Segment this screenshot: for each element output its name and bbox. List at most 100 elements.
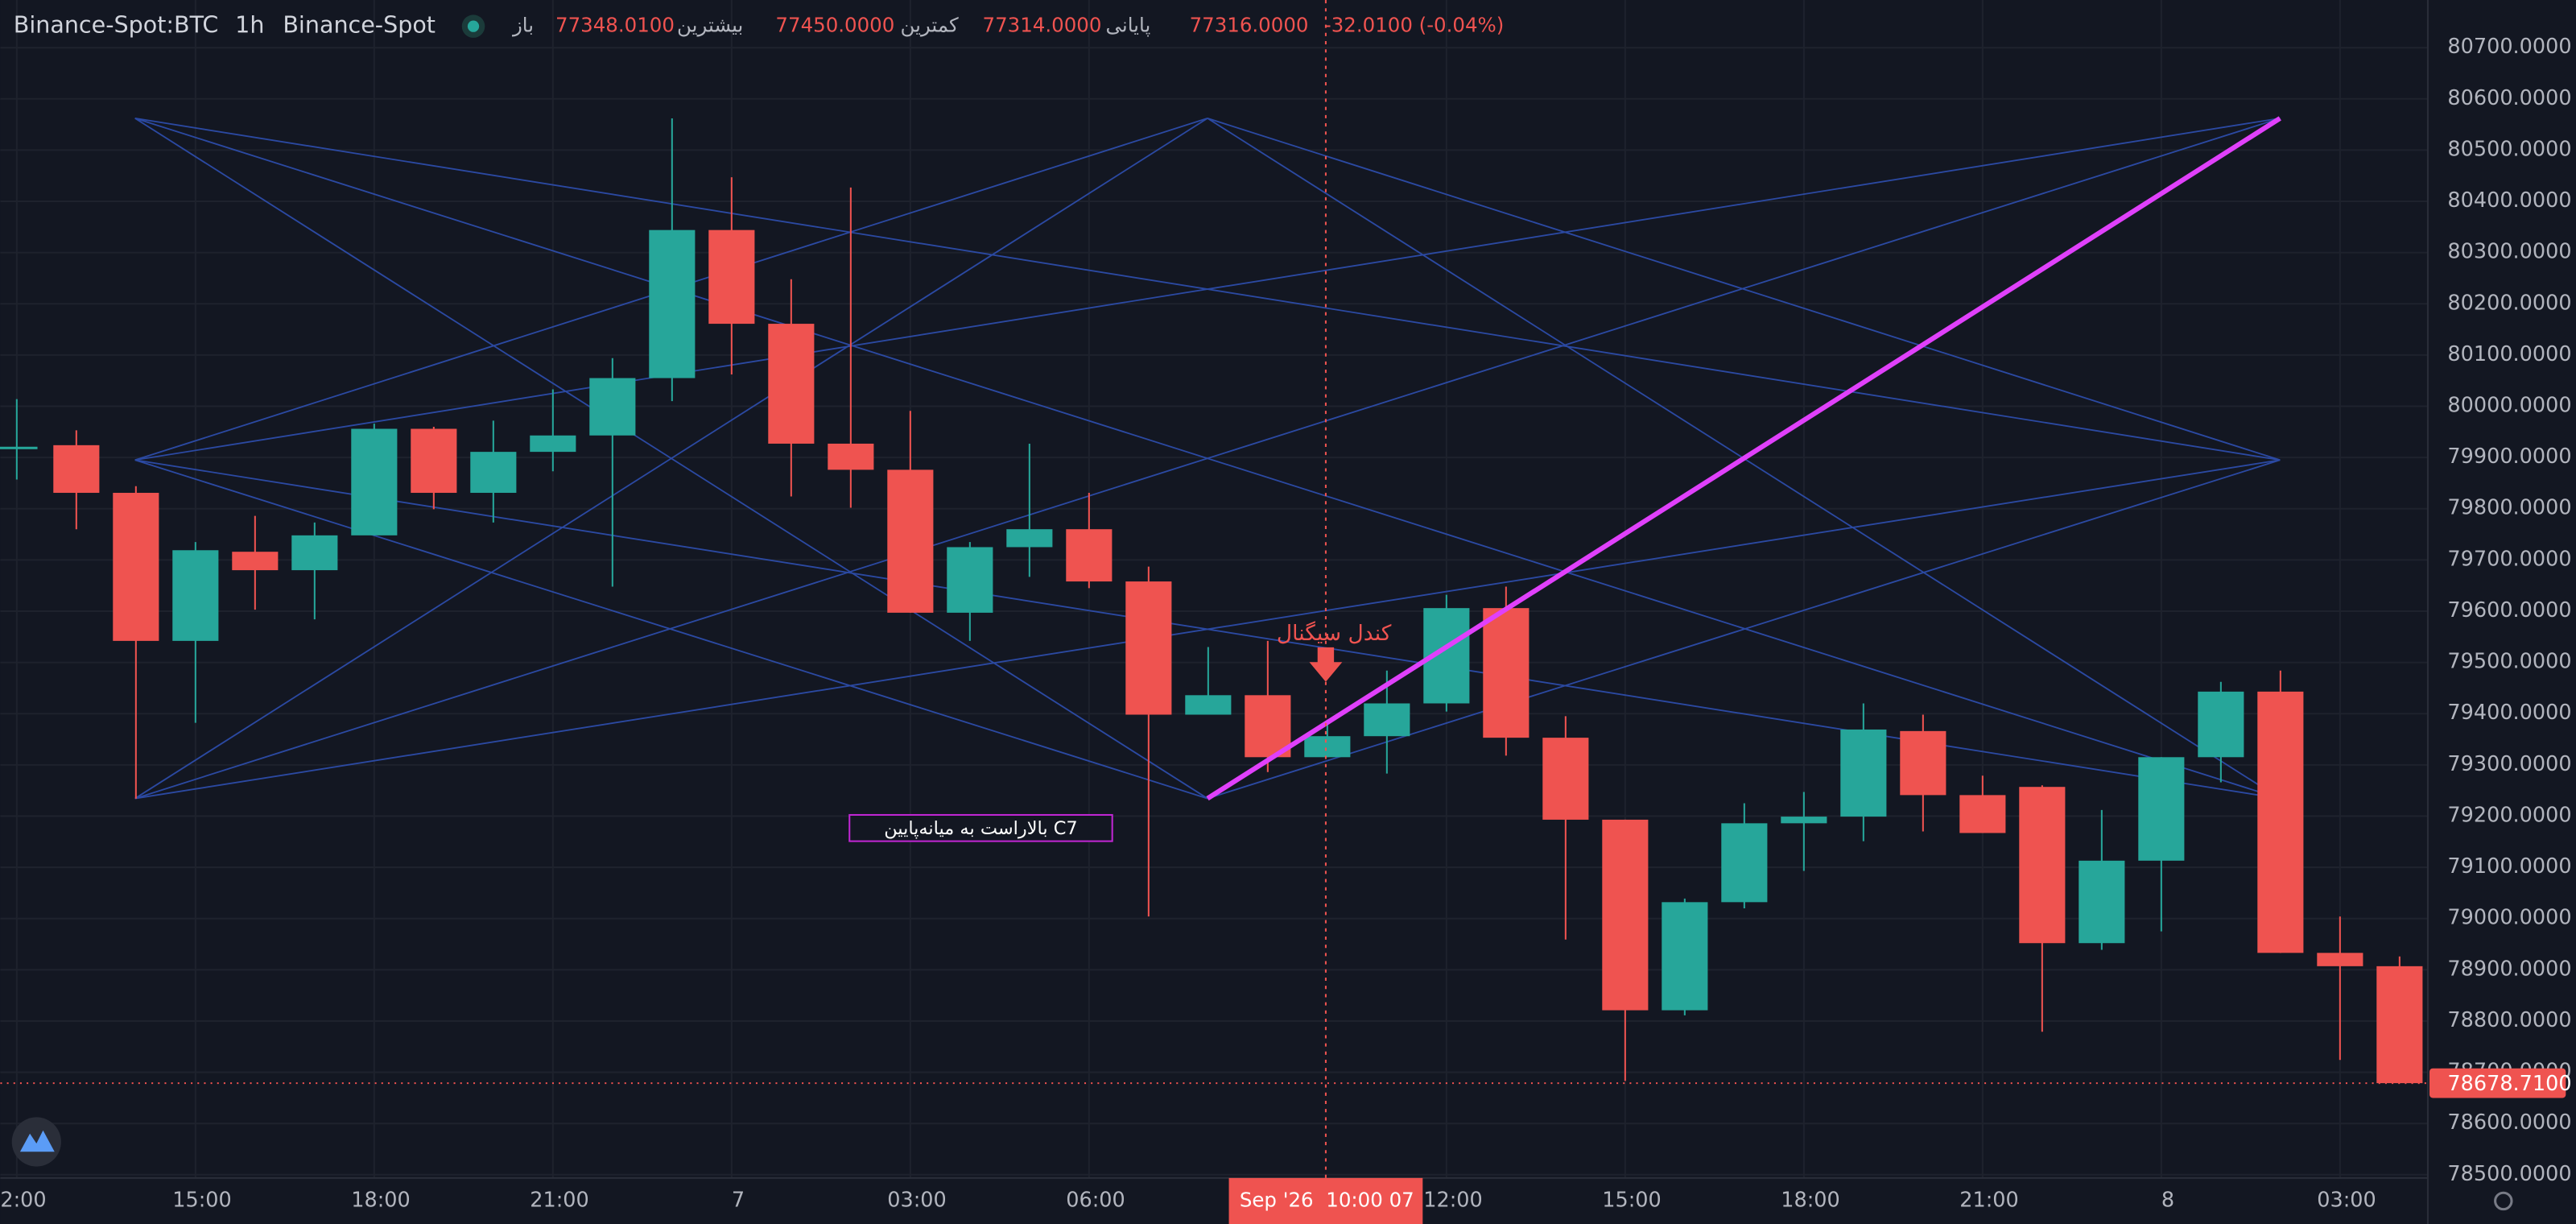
signal-label: کندل سیگنال [1277, 621, 1392, 646]
y-tick-label: 80000.0000 [2447, 394, 2571, 418]
candle-body [1006, 529, 1053, 548]
y-tick-label: 78600.0000 [2447, 1110, 2571, 1135]
y-tick-label: 80500.0000 [2447, 137, 2571, 161]
interval: 1h [235, 11, 264, 39]
candle-body [53, 445, 100, 494]
candle-body [2376, 966, 2423, 1084]
note-box [848, 813, 1113, 842]
candle-body [530, 435, 576, 453]
candle-body [2198, 691, 2244, 758]
y-tick-label: 79500.0000 [2447, 650, 2571, 674]
candle-body [649, 229, 696, 378]
candle-body [0, 446, 38, 449]
y-tick-label: 80400.0000 [2447, 188, 2571, 213]
y-tick-label: 79600.0000 [2447, 598, 2571, 622]
x-tick-label: 03:00 [887, 1188, 947, 1212]
legend-value: 77450.0000 [775, 14, 894, 37]
x-tick-label: 21:00 [1959, 1188, 2019, 1212]
logo[interactable] [11, 1117, 61, 1167]
x-tick-label: 15:00 [172, 1188, 232, 1212]
candle-body [828, 443, 874, 470]
logo-icon [19, 1130, 55, 1152]
x-tick-label: 06:00 [1066, 1188, 1125, 1212]
x-tick-label: 18:00 [351, 1188, 411, 1212]
y-tick-label: 79100.0000 [2447, 854, 2571, 879]
symbol: Binance-Spot:BTC [14, 11, 219, 39]
legend-label: کمترین [900, 14, 958, 37]
trend-line [1206, 116, 2281, 801]
status-dot [467, 20, 480, 32]
y-tick-label: 79300.0000 [2447, 752, 2571, 776]
change: -32.0100 (-0.04%) [1324, 14, 1504, 37]
candle-body [589, 378, 636, 436]
x-tick-label: 21:00 [530, 1188, 589, 1212]
x-tick-label: 03:00 [2317, 1188, 2376, 1212]
exchange: Binance-Spot [283, 11, 436, 39]
x-tick-label: 8 [2161, 1188, 2174, 1212]
candles [0, 118, 2423, 1084]
y-tick-label: 78800.0000 [2447, 1008, 2571, 1032]
candle-body [291, 535, 338, 571]
candle-body [947, 547, 993, 613]
candle-body [2317, 953, 2363, 966]
candle-body [1721, 823, 1768, 903]
y-tick-label: 80700.0000 [2447, 35, 2571, 59]
candle-body [1245, 695, 1291, 758]
candle-body [1781, 817, 1827, 824]
candle-body [2079, 860, 2125, 944]
y-tick-label: 79900.0000 [2447, 445, 2571, 469]
note-text: بالاراست به میانه‌پایین C7 [884, 818, 1077, 839]
candle-body [708, 229, 755, 325]
candle-body [1125, 581, 1172, 715]
x-tick-label: 18:00 [1781, 1188, 1840, 1212]
y-tick-label: 79800.0000 [2447, 496, 2571, 520]
y-tick-label: 79700.0000 [2447, 547, 2571, 571]
x-tick-label: 15:00 [1602, 1188, 1662, 1212]
legend-label: باز [511, 14, 534, 37]
candle-body [232, 552, 279, 571]
candle-body [1959, 795, 2006, 833]
y-tick-label: 80600.0000 [2447, 86, 2571, 110]
candle-body [1840, 729, 1887, 817]
axes: 80700.0000 80600.0000 80500.0000 80400.0000… [0, 35, 2571, 1212]
candle-body [1185, 695, 1232, 715]
settings-icon[interactable] [2494, 1191, 2513, 1211]
legend-label: بیشترین [677, 14, 743, 37]
candle-body [1900, 730, 1946, 796]
y-tick-label: 78500.0000 [2447, 1162, 2571, 1186]
crosshair-date: Sep '26 [1240, 1188, 1314, 1211]
ohlc-legend: باز 77348.0100 بیشترین 77450.0000 کمترین 7731… [511, 14, 1308, 37]
candle-body [1602, 819, 1649, 1011]
x-tick-label: 12:00 [1423, 1188, 1483, 1212]
candle-body [2019, 787, 2066, 944]
candle-body [1662, 902, 1708, 1011]
candle-body [411, 428, 457, 494]
legend-value: 77314.0000 [983, 14, 1102, 37]
x-tick-label: 7 [732, 1188, 745, 1212]
y-tick-label: 80200.0000 [2447, 291, 2571, 315]
y-tick-label: 79400.0000 [2447, 701, 2571, 725]
candle-body [1542, 738, 1589, 820]
candle-body [1483, 608, 1530, 738]
crosshair-time: 10:00 07 [1326, 1188, 1414, 1211]
y-tick-label: 80100.0000 [2447, 342, 2571, 366]
y-tick-label: 79000.0000 [2447, 906, 2571, 930]
candle-body [351, 428, 398, 536]
candle-body [1304, 736, 1351, 758]
legend-label: پایانی [1106, 14, 1151, 37]
candle-body [470, 452, 517, 494]
y-tick-label: 79200.0000 [2447, 803, 2571, 827]
candle-body [113, 493, 159, 641]
candle-body [1066, 529, 1113, 582]
y-tick-label: 80300.0000 [2447, 240, 2571, 264]
legend-value: 77348.0100 [555, 14, 675, 37]
last-price-box [2429, 1068, 2566, 1098]
candle-body [887, 469, 934, 613]
candle-body [768, 324, 815, 444]
signal-arrow [1309, 647, 1343, 682]
candle-body [172, 550, 219, 641]
last-price-label: 78678.7100 [2447, 1072, 2571, 1096]
x-tick-label: 2:00 [0, 1188, 46, 1212]
candle-body [2257, 691, 2304, 953]
